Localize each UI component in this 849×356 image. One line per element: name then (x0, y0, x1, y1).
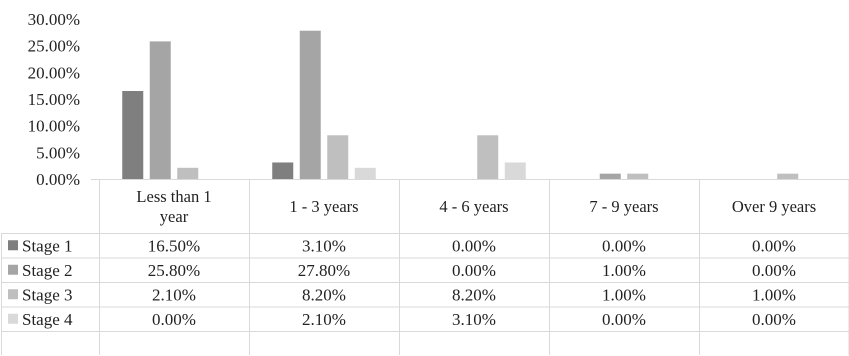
bar-stage-4-1 (354, 167, 376, 179)
bars (122, 30, 799, 180)
data-value-label: 8.20% (302, 285, 346, 304)
data-value-label: 1.00% (752, 285, 796, 304)
y-axis-tick-labels: 0.00% 5.00% 10.00% 15.00% 20.00% 25.00% 30.00% (28, 10, 80, 189)
category-label: 1 - 3 years (289, 197, 358, 216)
data-value-label: 25.80% (148, 261, 200, 280)
category-label: 7 - 9 years (589, 197, 658, 216)
legend-key-stage-1 (8, 240, 18, 251)
y-tick-label: 15.00% (28, 90, 80, 109)
data-value-label: 0.00% (752, 310, 796, 329)
data-value-label: 2.10% (302, 310, 346, 329)
data-value-label: 0.00% (152, 310, 196, 329)
bar-stage-3-2 (477, 135, 499, 179)
bar-stage-1-1 (272, 162, 294, 179)
legend-key-stage-2 (8, 264, 18, 275)
data-value-label: 0.00% (752, 236, 796, 255)
series-label: Stage 2 (22, 261, 73, 280)
category-label: 4 - 6 years (439, 197, 508, 216)
data-value-label: 3.10% (452, 310, 496, 329)
category-label: Over 9 years (732, 197, 816, 216)
data-value-label: 0.00% (602, 236, 646, 255)
data-value-label: 8.20% (452, 285, 496, 304)
data-value-label: 1.00% (602, 261, 646, 280)
bar-stage-4-2 (504, 162, 526, 179)
category-labels: Less than 1 year 1 - 3 years 4 - 6 years 7 -… (136, 187, 816, 226)
bar-stage-3-4 (777, 173, 799, 179)
bar-stage-3-3 (627, 173, 649, 179)
series-label: Stage 3 (22, 285, 73, 304)
data-value-label: 16.50% (148, 236, 200, 255)
data-value-label: 0.00% (602, 310, 646, 329)
bar-stage-1-0 (122, 91, 144, 179)
bar-stage-2-3 (599, 173, 621, 179)
series-label: Stage 1 (22, 236, 73, 255)
category-label: Less than 1 year (136, 187, 211, 226)
y-tick-label: 10.00% (28, 117, 80, 136)
table-row-stage-1: Stage 1 16.50% 3.10% 0.00% 0.00% 0.00% (8, 236, 796, 255)
y-tick-label: 25.00% (28, 37, 80, 56)
y-tick-label: 30.00% (28, 10, 80, 29)
bar-stage-2-0 (149, 41, 171, 180)
bar-stage-3-0 (177, 167, 199, 179)
bar-stage-2-1 (299, 30, 321, 180)
legend-key-stage-3 (8, 289, 18, 300)
data-table-grid (1, 179, 849, 355)
data-value-label: 2.10% (152, 285, 196, 304)
data-table-rows: Stage 1 16.50% 3.10% 0.00% 0.00% 0.00%Stage 2… (8, 236, 796, 329)
y-tick-label: 20.00% (28, 63, 80, 82)
data-value-label: 0.00% (752, 261, 796, 280)
data-value-label: 0.00% (452, 261, 496, 280)
data-value-label: 27.80% (298, 261, 350, 280)
data-value-label: 3.10% (302, 236, 346, 255)
y-tick-label: 0.00% (36, 170, 80, 189)
legend-key-stage-4 (8, 313, 18, 324)
table-row-stage-3: Stage 3 2.10% 8.20% 8.20% 1.00% 1.00% (8, 285, 796, 304)
data-value-label: 0.00% (452, 236, 496, 255)
table-row-stage-2: Stage 2 25.80% 27.80% 0.00% 1.00% 0.00% (8, 261, 796, 280)
table-row-stage-4: Stage 4 0.00% 2.10% 3.10% 0.00% 0.00% (8, 310, 796, 329)
bar-stage-3-1 (327, 135, 349, 179)
y-tick-label: 5.00% (36, 143, 80, 162)
data-value-label: 1.00% (602, 285, 646, 304)
series-label: Stage 4 (22, 310, 73, 329)
